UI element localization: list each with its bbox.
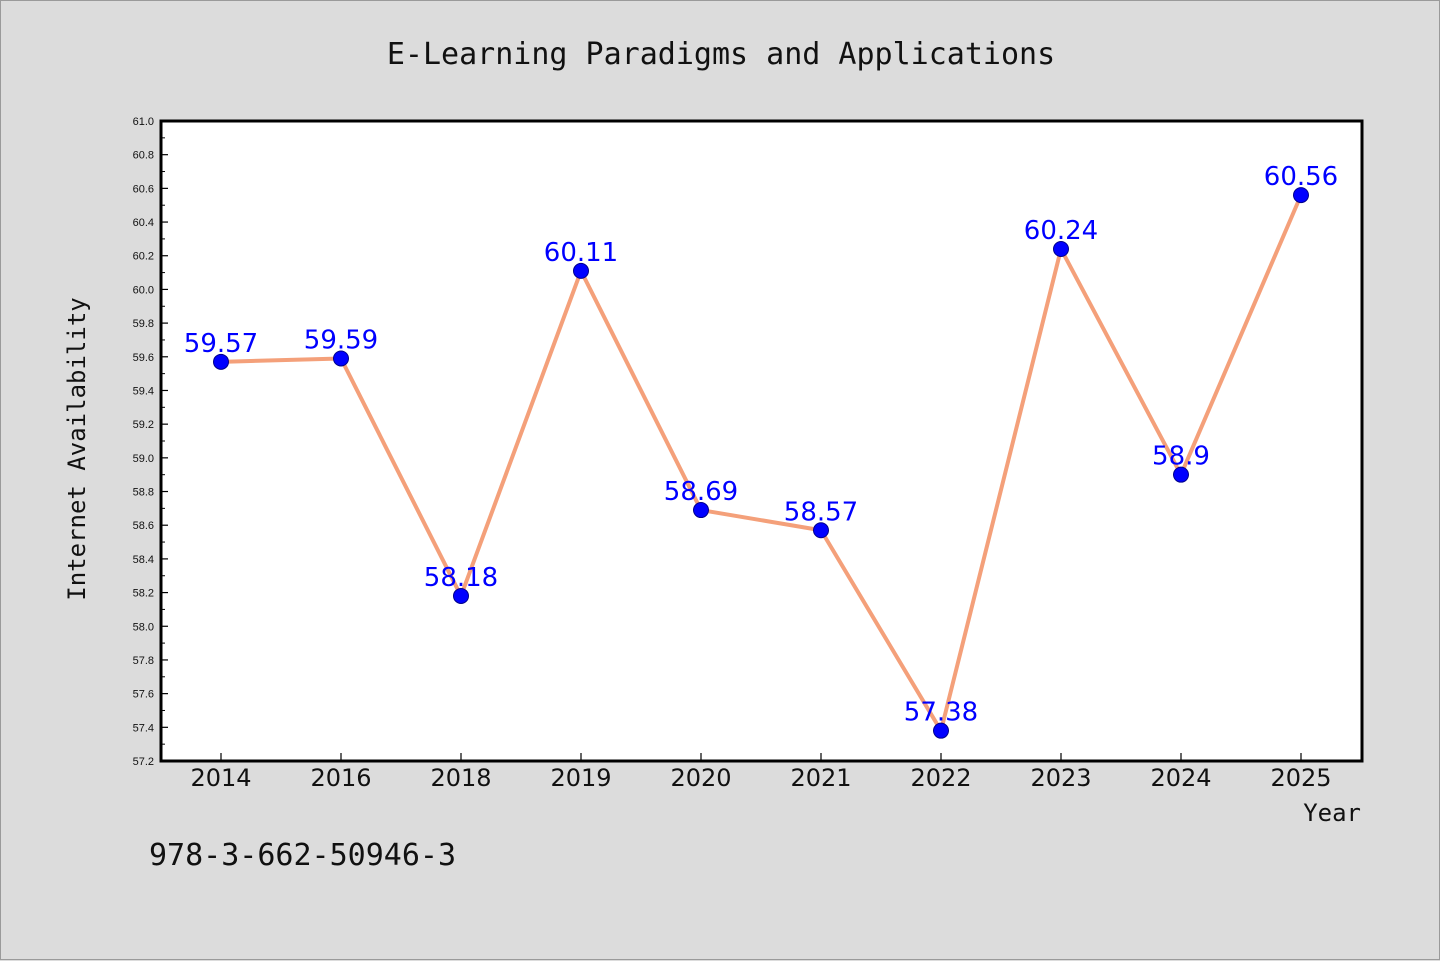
data-label: 58.18 xyxy=(424,563,498,593)
data-label: 58.69 xyxy=(664,477,738,507)
data-point xyxy=(933,722,949,739)
x-tick-label: 2019 xyxy=(550,764,611,792)
data-label: 60.11 xyxy=(544,238,618,268)
x-axis: 2014 2016 2018 2019 2020 2021 2022 2023 2024 2025 xyxy=(190,753,1332,792)
data-label: 59.57 xyxy=(184,329,258,359)
y-tick-label: 57.8 xyxy=(133,655,154,667)
data-point xyxy=(813,522,829,539)
x-tick-label: 2021 xyxy=(790,764,851,792)
y-tick-label: 60.6 xyxy=(133,183,154,195)
x-tick-label: 2024 xyxy=(1150,764,1211,792)
x-axis-label: Year xyxy=(1303,799,1361,827)
series-layer xyxy=(213,187,1309,739)
y-tick-label: 60.0 xyxy=(133,284,154,296)
data-point xyxy=(693,502,709,519)
y-tick-label: 61.0 xyxy=(133,116,154,128)
y-tick-label: 57.4 xyxy=(133,722,154,734)
y-tick-label: 59.8 xyxy=(133,318,154,330)
x-tick-label: 2014 xyxy=(190,764,251,792)
y-tick-label: 58.6 xyxy=(133,520,154,532)
data-label: 60.56 xyxy=(1264,162,1338,192)
y-tick-label: 60.4 xyxy=(133,217,154,229)
x-tick-label: 2020 xyxy=(670,764,731,792)
y-tick-label: 58.0 xyxy=(133,621,154,633)
data-label: 58.57 xyxy=(784,497,858,527)
y-tick-label: 57.2 xyxy=(133,756,154,768)
data-point xyxy=(333,350,349,367)
data-label: 59.59 xyxy=(304,325,378,355)
data-point xyxy=(453,587,469,604)
x-tick-label: 2016 xyxy=(310,764,371,792)
x-tick-label: 2025 xyxy=(1270,764,1331,792)
y-tick-label: 57.6 xyxy=(133,689,154,701)
y-tick-label: 60.8 xyxy=(133,150,154,162)
data-label: 60.24 xyxy=(1024,216,1098,246)
y-axis-label: Internet Availability xyxy=(63,297,91,600)
y-tick-label: 59.4 xyxy=(133,385,154,397)
y-tick-label: 59.2 xyxy=(133,419,154,431)
data-label: 57.38 xyxy=(904,698,978,728)
data-point xyxy=(1173,466,1189,483)
isbn-footnote: 978-3-662-50946-3 xyxy=(149,838,456,873)
data-point xyxy=(573,262,589,279)
y-tick-label: 59.6 xyxy=(133,352,154,364)
x-tick-label: 2022 xyxy=(910,764,971,792)
series-line xyxy=(220,194,1303,733)
data-point xyxy=(1053,241,1069,257)
x-tick-label: 2023 xyxy=(1030,764,1091,792)
x-tick-label: 2018 xyxy=(430,764,491,792)
y-tick-label: 58.8 xyxy=(133,487,154,499)
data-label: 58.9 xyxy=(1152,442,1210,472)
chart-title: E-Learning Paradigms and Applications xyxy=(387,37,1055,72)
y-tick-label: 58.2 xyxy=(133,588,154,600)
data-point xyxy=(1293,187,1309,204)
y-tick-label: 58.4 xyxy=(133,554,154,566)
y-tick-label: 60.2 xyxy=(133,251,154,263)
y-axis: 57.2 57.4 57.6 57.8 58.0 58.2 58.4 58.6 58.8 59.0… xyxy=(133,116,168,768)
y-tick-label: 59.0 xyxy=(133,453,154,465)
data-labels: 59.57 59.59 58.18 60.11 58.69 58.57 57.38 60.24… xyxy=(184,162,1338,728)
data-point xyxy=(213,353,229,370)
